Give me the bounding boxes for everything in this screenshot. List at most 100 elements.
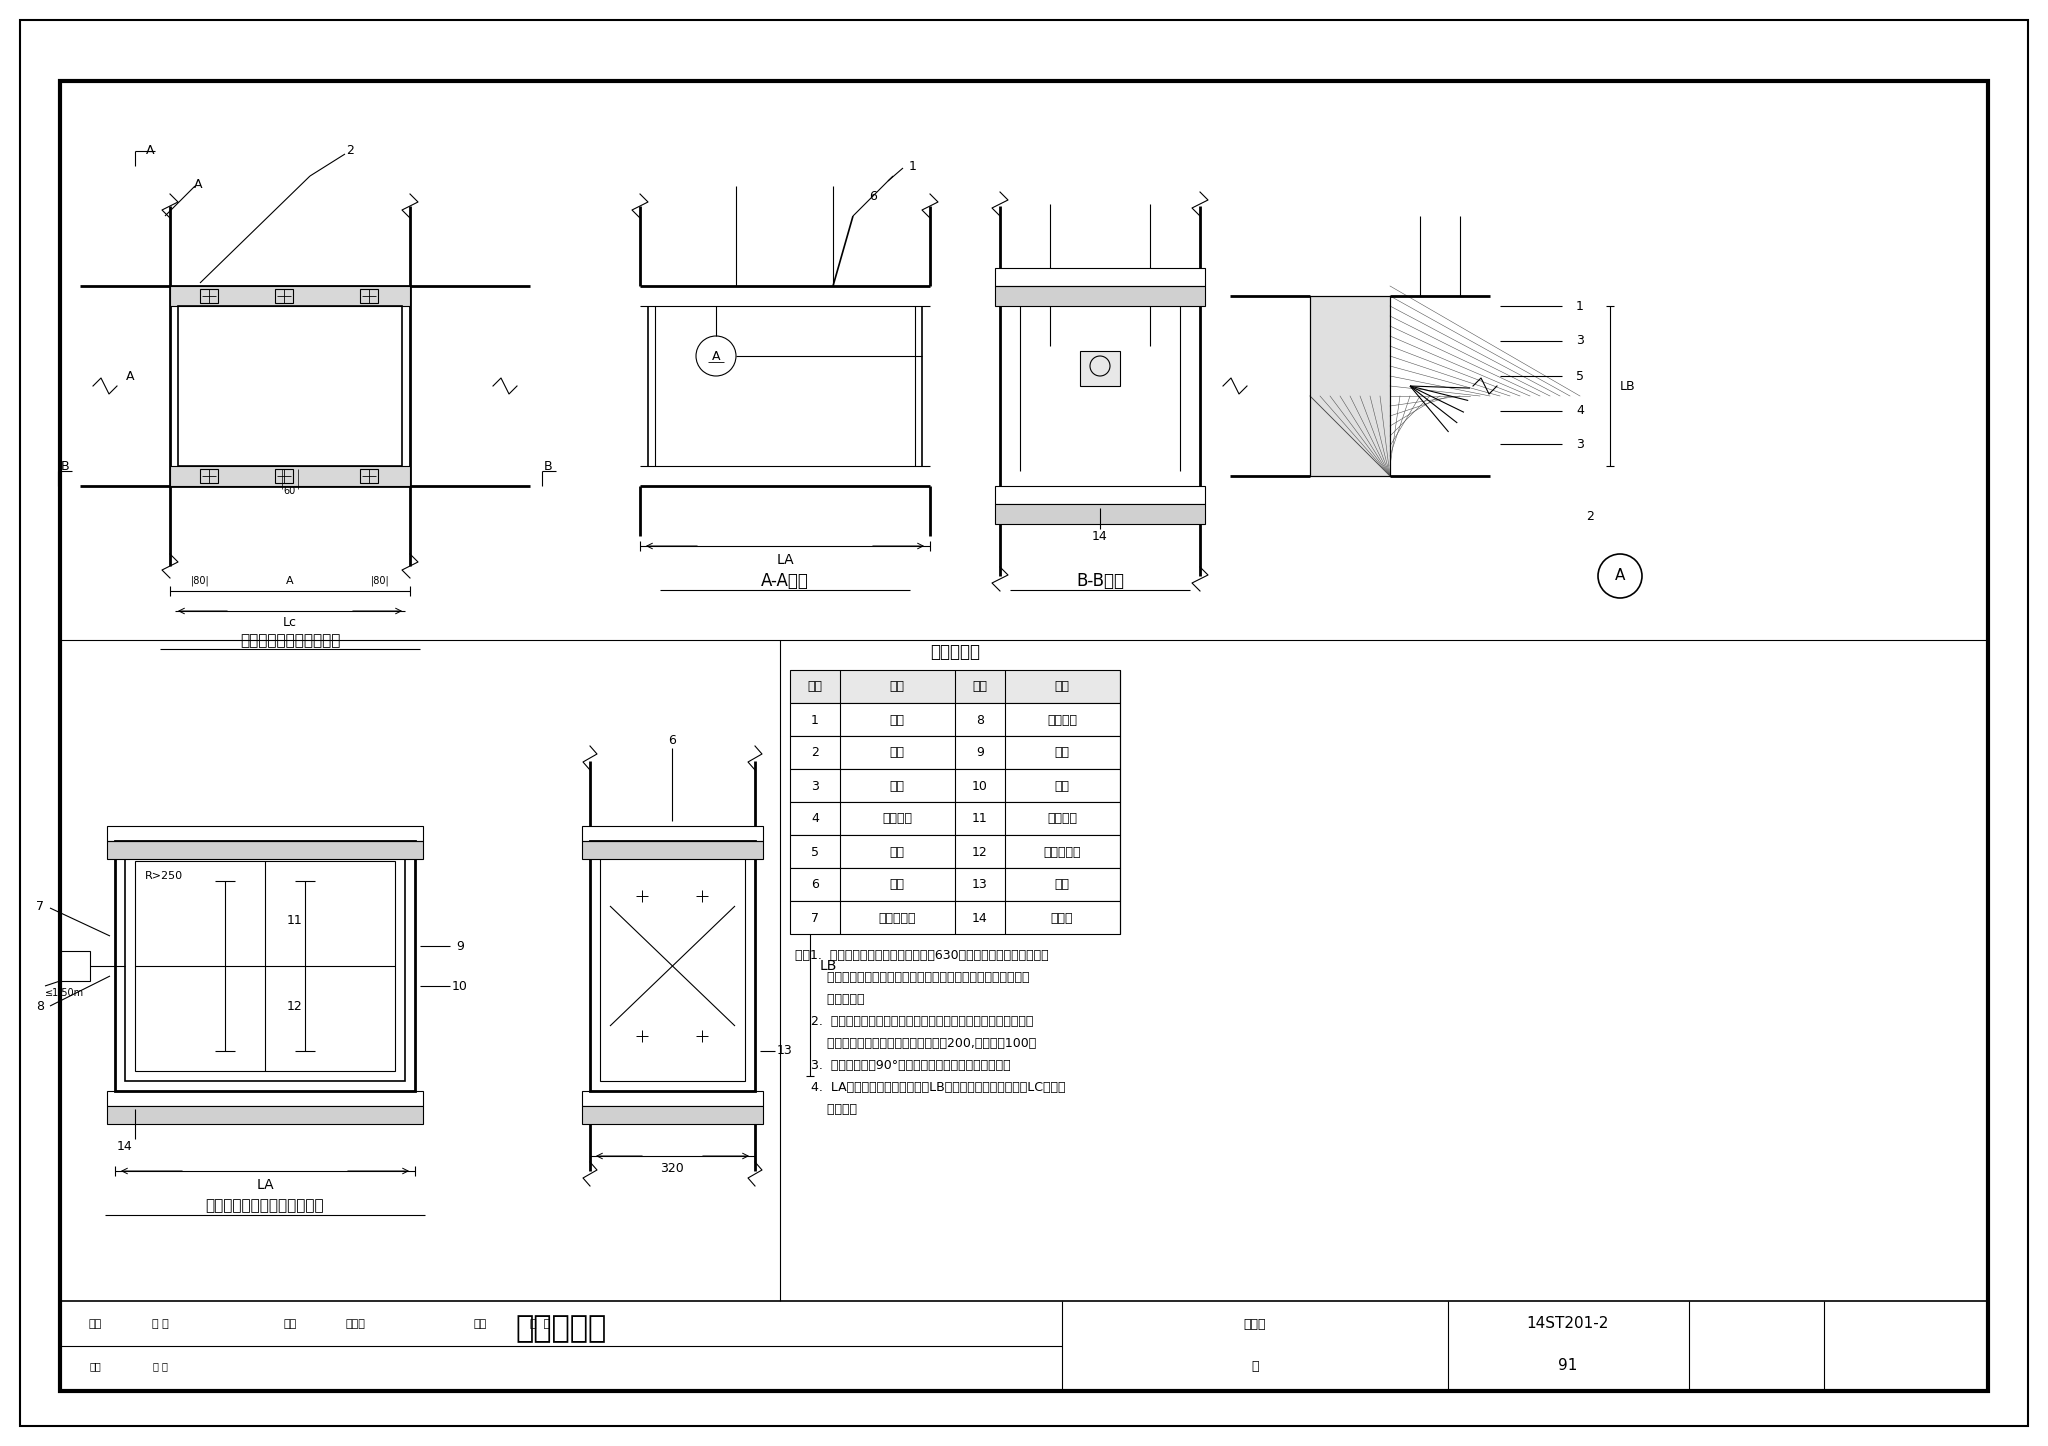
Text: 编号: 编号: [973, 681, 987, 694]
Text: B-B剖面: B-B剖面: [1075, 573, 1124, 590]
Text: 10: 10: [453, 979, 467, 992]
Bar: [995, 505, 1204, 523]
Bar: [582, 1090, 764, 1106]
Bar: [791, 736, 1120, 769]
Text: 防火阀安装: 防火阀安装: [516, 1314, 606, 1343]
Text: 5: 5: [811, 846, 819, 859]
Bar: [170, 286, 410, 486]
Text: 3: 3: [811, 779, 819, 792]
Text: 防火阀及排烟防火阀安装: 防火阀及排烟防火阀安装: [240, 633, 340, 648]
Text: 5: 5: [1577, 370, 1583, 383]
Bar: [170, 286, 410, 307]
Text: A: A: [145, 145, 154, 158]
Text: 校对: 校对: [283, 1319, 297, 1329]
Text: A: A: [713, 350, 721, 363]
Text: 吊爪: 吊爪: [889, 879, 905, 892]
Bar: [106, 842, 424, 859]
Text: 电缆: 电缆: [1055, 746, 1069, 759]
Bar: [1311, 296, 1391, 476]
Text: A: A: [1614, 568, 1626, 584]
Text: 3.  钢丝绳不应有90°死角。温度熔断器应设在迎风侧。: 3. 钢丝绳不应有90°死角。温度熔断器应设在迎风侧。: [795, 1058, 1010, 1071]
Text: 1: 1: [909, 159, 918, 172]
Text: 平垫: 平垫: [889, 846, 905, 859]
Bar: [201, 469, 217, 483]
Bar: [582, 826, 764, 842]
Text: B: B: [61, 460, 70, 473]
Text: 91: 91: [1559, 1358, 1577, 1374]
Text: 崔 澂: 崔 澂: [152, 1361, 168, 1371]
Text: 墙两侧的防火阀，据墙表面不应大于200,不宜小于100。: 墙两侧的防火阀，据墙表面不应大于200,不宜小于100。: [795, 1037, 1036, 1050]
Text: 手动按钮: 手动按钮: [1047, 813, 1077, 826]
Bar: [178, 307, 401, 466]
Bar: [115, 842, 416, 1090]
Bar: [170, 466, 410, 486]
Bar: [201, 289, 217, 304]
Text: 14: 14: [973, 911, 987, 924]
Bar: [360, 469, 379, 483]
Bar: [791, 703, 1120, 736]
Text: LB: LB: [1620, 379, 1636, 392]
Bar: [274, 469, 293, 483]
Text: 60: 60: [285, 486, 297, 496]
Text: 工安装时必须对阀体两端进行四角吊装，以确保防火阀的独立: 工安装时必须对阀体两端进行四角吊装，以确保防火阀的独立: [795, 972, 1030, 983]
Text: 2: 2: [1585, 509, 1593, 522]
Text: A: A: [195, 178, 203, 191]
Text: ≤1.50m: ≤1.50m: [45, 988, 84, 998]
Text: |80|: |80|: [371, 576, 389, 586]
Text: 13: 13: [973, 879, 987, 892]
Text: 14: 14: [117, 1139, 133, 1152]
Text: 远控防火阀及排烟防火阀安装: 远控防火阀及排烟防火阀安装: [205, 1199, 324, 1213]
Bar: [582, 1106, 764, 1124]
Bar: [1311, 296, 1391, 476]
Bar: [59, 1301, 1989, 1391]
Text: A: A: [287, 576, 293, 586]
Text: 12: 12: [287, 999, 303, 1012]
Bar: [106, 1090, 424, 1106]
Text: R>250: R>250: [145, 870, 182, 881]
Text: LA: LA: [256, 1178, 274, 1192]
Text: 叶片: 叶片: [1055, 879, 1069, 892]
Text: 14: 14: [1092, 529, 1108, 542]
Text: 体厚度。: 体厚度。: [795, 1103, 856, 1116]
Text: 11: 11: [287, 914, 303, 927]
Text: 编号: 编号: [807, 681, 823, 694]
Text: A: A: [125, 370, 135, 383]
Text: 阀体: 阀体: [889, 746, 905, 759]
Text: 9: 9: [977, 746, 983, 759]
Text: 3: 3: [1577, 438, 1583, 451]
Text: 与稳定性。: 与稳定性。: [795, 993, 864, 1006]
Bar: [106, 826, 424, 842]
Text: 弹簧机构: 弹簧机构: [1047, 713, 1077, 726]
Bar: [106, 1106, 424, 1124]
Text: 弹簧垫片: 弹簧垫片: [883, 813, 911, 826]
Text: 赵东明: 赵东明: [344, 1319, 365, 1329]
Text: 8: 8: [977, 713, 983, 726]
Text: 1: 1: [811, 713, 819, 726]
Text: 吊杆: 吊杆: [889, 713, 905, 726]
Text: Lc: Lc: [283, 616, 297, 629]
Bar: [135, 860, 395, 1071]
Text: 温度熔断器: 温度熔断器: [879, 911, 915, 924]
Text: 9: 9: [457, 940, 465, 953]
Text: 11: 11: [973, 813, 987, 826]
Text: 螺母: 螺母: [889, 779, 905, 792]
Text: 2: 2: [346, 145, 354, 158]
Text: LB: LB: [819, 959, 838, 973]
Text: 崔 澂: 崔 澂: [152, 1319, 168, 1329]
Bar: [791, 769, 1120, 803]
Text: 7: 7: [37, 899, 43, 912]
Text: 3: 3: [1577, 334, 1583, 347]
Text: 页: 页: [1251, 1359, 1260, 1372]
Text: 10: 10: [973, 779, 987, 792]
Bar: [791, 901, 1120, 934]
Text: LA: LA: [776, 552, 795, 567]
Bar: [590, 842, 756, 1090]
Text: 名称对照表: 名称对照表: [930, 643, 981, 661]
Text: 2: 2: [811, 746, 819, 759]
Bar: [995, 286, 1204, 307]
Text: 2.  防火阀、排烟阀（口）的安装方向、位置应正确。防火分区隔: 2. 防火阀、排烟阀（口）的安装方向、位置应正确。防火分区隔: [795, 1015, 1034, 1028]
Bar: [995, 486, 1204, 505]
Text: 4: 4: [811, 813, 819, 826]
Text: 名称: 名称: [889, 681, 905, 694]
Bar: [360, 289, 379, 304]
